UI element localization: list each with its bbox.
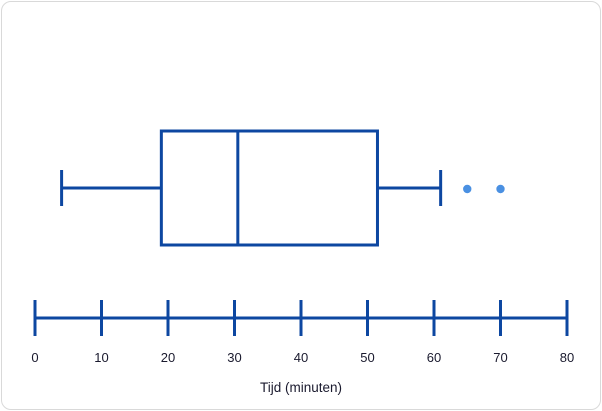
box-plot — [60, 129, 443, 247]
tick-label: 40 — [294, 350, 308, 365]
tick-label: 20 — [161, 350, 175, 365]
tick-label: 70 — [493, 350, 507, 365]
tick-label: 10 — [94, 350, 108, 365]
tick-label: 60 — [427, 350, 441, 365]
tick-label: 50 — [360, 350, 374, 365]
outlier-point — [463, 184, 472, 194]
interquartile-box — [159, 129, 379, 247]
tick-label: 0 — [31, 350, 38, 365]
tick-label: 30 — [227, 350, 241, 365]
x-axis: 0 10 20 30 40 50 60 70 80 — [31, 300, 574, 365]
outliers — [463, 184, 505, 194]
x-axis-title: Tijd (minuten) — [260, 380, 342, 395]
tick-label: 80 — [560, 350, 574, 365]
outlier-point — [496, 184, 505, 194]
